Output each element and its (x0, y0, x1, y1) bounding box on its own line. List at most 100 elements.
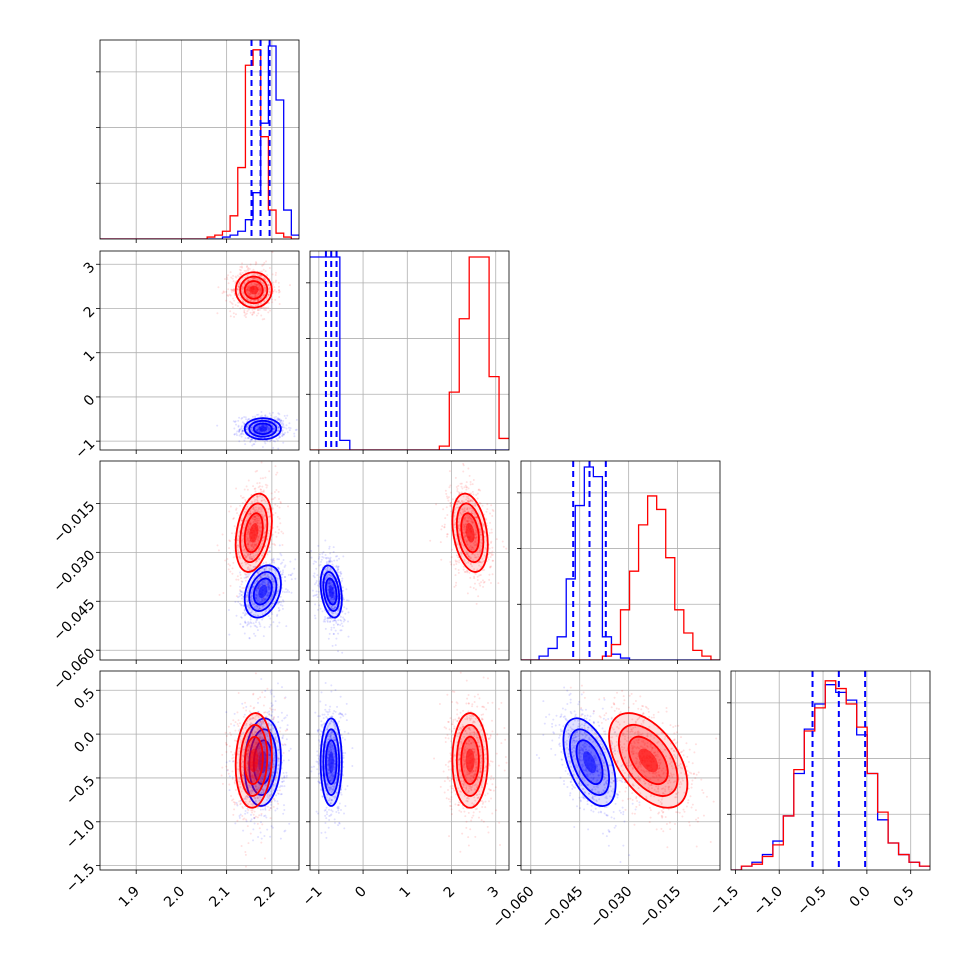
x-tick-label: 2 (441, 884, 459, 902)
contour-red (239, 275, 269, 305)
axes-frame (99, 250, 300, 451)
panel-1-1 (306, 250, 510, 454)
contour-red (234, 712, 273, 809)
density-fill-red (465, 748, 475, 773)
contour-red (455, 724, 485, 797)
contour-red (460, 735, 480, 785)
histogram-red (521, 495, 720, 660)
panel-2-2 (517, 460, 721, 664)
x-tick-label: 2.0 (161, 884, 188, 911)
contour-red (243, 280, 264, 300)
x-tick-label: −1 (300, 884, 326, 910)
y-tick-label: −0.5 (63, 773, 98, 808)
contour-red (239, 724, 269, 797)
y-tick-label: 0.5 (71, 685, 98, 712)
histogram-blue (521, 466, 720, 660)
contour-red (455, 502, 485, 564)
y-tick-label: −1 (72, 436, 98, 462)
axes-frame (730, 670, 931, 871)
y-tick-label: 2 (81, 304, 99, 322)
contour-red (617, 724, 679, 797)
contour-blue (252, 577, 273, 606)
histogram-blue (731, 684, 930, 870)
contour-blue (325, 577, 338, 606)
y-tick-label: −0.030 (50, 547, 98, 595)
panel-1-0: −1 0 1 2 3 (72, 250, 300, 462)
y-tick-label: 3 (81, 259, 99, 277)
density-fill-blue (258, 426, 268, 432)
x-tick-label: 1.9 (116, 884, 143, 911)
density-fill-red (249, 285, 259, 295)
contour-blue (248, 419, 278, 438)
panel-2-1 (306, 460, 510, 664)
axes-frame (309, 250, 510, 451)
x-tick-label: −0.5 (795, 884, 830, 919)
contour-red (451, 492, 489, 573)
axes-frame (99, 670, 300, 871)
panel-3-2: −0.060 −0.045 −0.030 −0.015 (490, 670, 721, 932)
y-tick-label: −0.015 (50, 498, 98, 546)
contour-red (627, 735, 669, 785)
histogram-red (100, 49, 299, 239)
axes-frame (309, 670, 510, 871)
panel-2-0: −0.060−0.045−0.030−0.015 (50, 460, 300, 693)
contour-red (239, 502, 269, 564)
contour-red (451, 712, 489, 809)
density-fill-red (249, 522, 259, 543)
contour-blue (319, 564, 343, 619)
x-tick-label: 2.1 (206, 884, 233, 911)
x-tick-label: −0.030 (588, 884, 636, 932)
x-tick-label: −1.0 (751, 884, 786, 919)
contour-blue (569, 728, 610, 796)
contour-red (608, 712, 689, 809)
density-fill-red (465, 522, 475, 543)
y-tick-label: −1.5 (63, 861, 98, 896)
x-tick-label: −0.015 (636, 884, 684, 932)
y-tick-label: −1.0 (63, 817, 98, 852)
contour-blue (562, 717, 617, 807)
density-fill-blue (328, 751, 334, 774)
histogram-blue (310, 256, 509, 450)
contour-red (234, 271, 273, 309)
panel-3-3: −1.5 −1.0 −0.5 0.0 0.5 (707, 670, 931, 919)
contour-blue (322, 728, 341, 796)
y-tick-label: 0 (81, 392, 99, 410)
y-tick-label: −0.045 (50, 596, 98, 644)
x-tick-label: 0 (352, 884, 370, 902)
x-tick-label: −0.045 (539, 884, 587, 932)
axes-frame (520, 670, 721, 871)
contour-blue (325, 739, 338, 785)
axes-frame (520, 460, 721, 661)
x-tick-label: 3 (485, 884, 503, 902)
panel-3-1: −1 0 1 2 3 (300, 670, 510, 910)
y-tick-label: −0.060 (50, 645, 98, 693)
histogram-blue (100, 45, 299, 239)
histogram-red (731, 680, 930, 870)
contour-blue (319, 717, 343, 807)
x-tick-label: 0.5 (890, 884, 917, 911)
density-fill-blue (328, 584, 334, 599)
contour-blue (252, 422, 273, 435)
x-tick-label: 1 (396, 884, 414, 902)
axes-frame (309, 460, 510, 661)
contour-blue (243, 564, 282, 619)
density-fill-red (249, 748, 259, 773)
y-tick-label: 1 (81, 348, 99, 366)
density-fill-blue (258, 584, 268, 599)
y-tick-label: 0.0 (71, 729, 98, 756)
histogram-red (310, 256, 509, 450)
contour-red (243, 512, 264, 554)
contour-blue (243, 417, 282, 441)
axes-frame (99, 39, 300, 240)
contour-blue (575, 739, 604, 785)
axes-frame (99, 460, 300, 661)
contour-red (243, 735, 264, 785)
contour-red (460, 512, 480, 554)
panel-3-0: 1.9 2.0 2.1 2.2 −1.5 −1.0 −0.5 0.0 0.5 (63, 670, 300, 911)
contour-red (234, 492, 273, 573)
x-tick-label: 2.2 (252, 884, 279, 911)
contour-blue (322, 571, 341, 612)
panel-0-0 (96, 39, 300, 243)
x-tick-label: 0.0 (847, 884, 874, 911)
